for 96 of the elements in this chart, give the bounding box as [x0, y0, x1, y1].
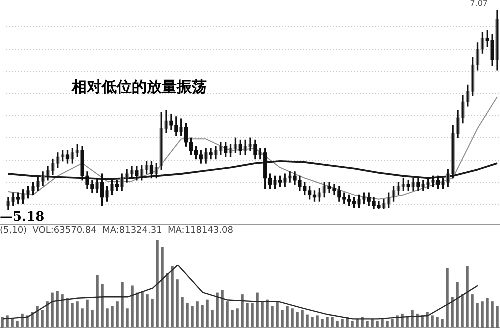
bar [241, 294, 244, 328]
bar [141, 291, 144, 328]
bar [161, 247, 164, 328]
bar [426, 312, 429, 328]
bar [51, 292, 54, 328]
bar [221, 290, 224, 328]
bar [16, 320, 19, 328]
bar [316, 316, 319, 328]
bar [156, 240, 159, 328]
bar [76, 302, 79, 328]
bar [401, 314, 404, 328]
bar [376, 320, 379, 328]
bar [441, 319, 444, 328]
bar [101, 284, 104, 328]
bar [66, 298, 69, 328]
bar [296, 312, 299, 328]
bar [41, 310, 44, 328]
bar [211, 310, 214, 328]
bar [46, 302, 49, 328]
bar [61, 294, 64, 328]
bar [196, 302, 199, 328]
bar [231, 310, 234, 328]
bar [121, 282, 124, 328]
bar [291, 308, 294, 328]
bar [391, 319, 394, 328]
bar [126, 308, 129, 328]
bar [386, 320, 389, 328]
bar [321, 319, 324, 328]
bar [336, 320, 339, 328]
bar [6, 316, 9, 328]
bar [496, 306, 499, 328]
bar [456, 282, 459, 328]
bar [311, 317, 314, 328]
bar [176, 280, 179, 328]
bar [111, 306, 114, 328]
bar [266, 300, 269, 328]
bar [1, 317, 4, 328]
annotation: —5.18 [0, 210, 45, 225]
bar [331, 317, 334, 328]
bar [166, 273, 169, 328]
bar [131, 286, 134, 328]
text: 7.07 [470, 0, 488, 8]
bar [276, 302, 279, 328]
bar [301, 310, 304, 328]
bar [251, 303, 254, 328]
bar [451, 297, 454, 328]
bar [151, 298, 154, 328]
bar [236, 308, 239, 328]
bar [86, 300, 89, 328]
bar [326, 317, 329, 328]
bar [226, 302, 229, 328]
bar [116, 302, 119, 328]
bar [261, 302, 264, 328]
bar [436, 317, 439, 328]
bar [381, 319, 384, 328]
bar [56, 291, 59, 328]
bar [96, 275, 99, 328]
annotation: 相对低位的放量振荡 [71, 78, 207, 96]
bar [191, 306, 194, 328]
bar [81, 308, 84, 328]
bar [71, 303, 74, 328]
bar [171, 266, 174, 328]
bar [466, 266, 469, 328]
bar [106, 308, 109, 328]
bar [281, 310, 284, 328]
bar [21, 314, 24, 328]
bar [256, 292, 259, 328]
bar [486, 298, 489, 328]
bar [36, 306, 39, 328]
bar [476, 303, 479, 328]
bar [136, 292, 139, 328]
bar [471, 294, 474, 328]
bar [481, 302, 484, 328]
bar [351, 320, 354, 328]
bar [201, 305, 204, 328]
bar [446, 268, 449, 328]
bar [491, 302, 494, 328]
bar [271, 306, 274, 328]
bar [416, 314, 419, 328]
bar [91, 310, 94, 328]
bar [206, 300, 209, 328]
bar [216, 292, 219, 328]
bar [246, 303, 249, 328]
bar [11, 319, 14, 328]
bar [461, 294, 464, 328]
bar [146, 294, 149, 328]
bar [341, 319, 344, 328]
bar [431, 316, 434, 328]
bar [286, 306, 289, 328]
bar [186, 303, 189, 328]
bar [406, 317, 409, 328]
bar [306, 314, 309, 328]
bar [31, 312, 34, 328]
chart-title: (5,10) VOL:63570.84 MA:81324.31 MA:118143.08 [0, 226, 234, 236]
bar [366, 320, 369, 328]
bar [181, 297, 184, 328]
